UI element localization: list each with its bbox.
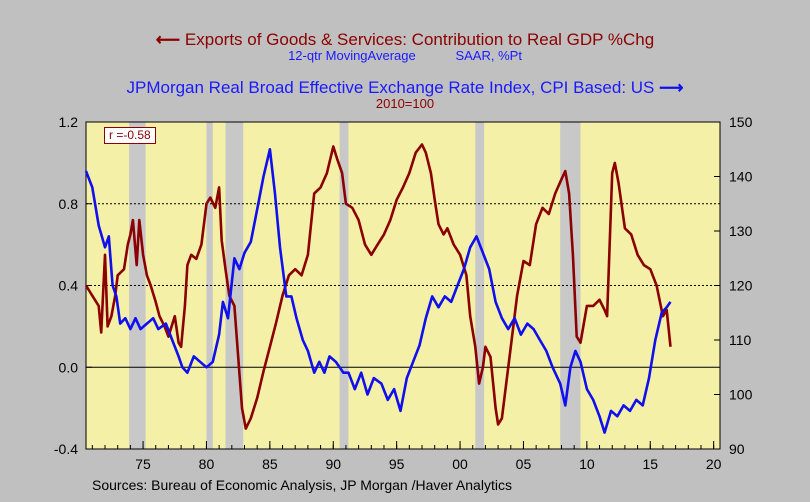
- right-tick-label: 90: [729, 441, 745, 457]
- arrow-right-icon: ⟶: [659, 78, 684, 97]
- title-line-1: ⟵ Exports of Goods & Services: Contribut…: [0, 30, 810, 50]
- fx-series-line: [84, 148, 672, 434]
- title-line-1-sub: 12-qtr MovingAverage SAAR, %Pt: [0, 48, 810, 63]
- right-tick-label: 130: [729, 223, 753, 239]
- right-tick-label: 110: [729, 332, 752, 348]
- fx-series-title: JPMorgan Real Broad Effective Exchange R…: [126, 78, 655, 97]
- left-tick-label: 0.0: [59, 359, 79, 375]
- recession-band-3: [339, 122, 349, 449]
- x-tick-label: 80: [199, 456, 215, 472]
- title-line-2-sub: 2010=100: [0, 96, 810, 111]
- arrow-left-icon: ⟵: [155, 30, 181, 49]
- x-tick-label: 10: [579, 456, 595, 472]
- x-tick-label: 85: [262, 456, 278, 472]
- right-tick-label: 120: [729, 278, 753, 294]
- left-tick-label: 1.2: [59, 114, 79, 130]
- recession-band-1: [206, 122, 213, 449]
- x-tick-label: 75: [135, 456, 151, 472]
- left-tick-label: 0.4: [59, 278, 79, 294]
- x-tick-label: 05: [516, 456, 532, 472]
- x-tick-label: 20: [706, 456, 722, 472]
- exports-series-title: Exports of Goods & Services: Contributio…: [184, 30, 655, 49]
- x-tick-label: 90: [325, 456, 341, 472]
- right-tick-label: 100: [729, 387, 753, 403]
- fx-base-label: 2010=100: [375, 96, 435, 111]
- source-note: Sources: Bureau of Economic Analysis, JP…: [92, 477, 512, 493]
- left-tick-label: -0.4: [54, 441, 78, 457]
- x-tick-label: 95: [389, 456, 405, 472]
- right-tick-label: 150: [729, 114, 753, 130]
- correlation-annotation: r =-0.58: [104, 127, 156, 144]
- right-tick-label: 140: [729, 169, 753, 185]
- x-tick-label: 15: [642, 456, 658, 472]
- x-tick-label: 00: [452, 456, 468, 472]
- exports-units-label: SAAR, %Pt: [455, 48, 522, 63]
- exports-transform-label: 12-qtr MovingAverage: [288, 48, 416, 63]
- left-tick-label: 0.8: [59, 196, 79, 212]
- title-line-2: JPMorgan Real Broad Effective Exchange R…: [0, 78, 810, 98]
